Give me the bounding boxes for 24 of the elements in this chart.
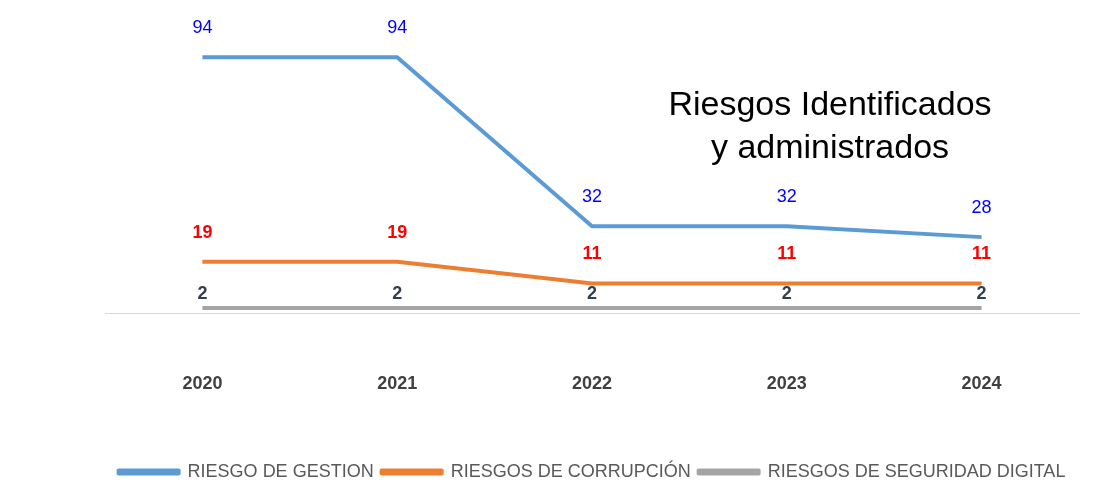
data-label: 2 xyxy=(781,282,792,303)
x-tick-label: 2020 xyxy=(182,373,223,394)
data-label: 32 xyxy=(581,186,603,207)
x-tick-label: 2021 xyxy=(377,373,418,394)
text: Riesgos Identificados y administrados xyxy=(668,84,992,165)
legend-label: RIESGOS DE CORRUPCIÓN xyxy=(450,459,691,481)
data-label: 11 xyxy=(777,243,797,264)
data-label: 19 xyxy=(387,221,408,242)
data-label: 94 xyxy=(387,17,408,38)
x-tick-label: 2023 xyxy=(766,373,807,394)
data-label: 28 xyxy=(971,197,992,218)
data-label: 19 xyxy=(192,221,213,242)
legend-label: RIESGO DE GESTION xyxy=(187,460,374,481)
data-label: 32 xyxy=(776,186,797,207)
legend-label: RIESGOS DE SEGURIDAD DIGITAL xyxy=(767,460,1066,481)
x-tick-label: 2022 xyxy=(571,373,613,394)
data-label: 2 xyxy=(976,282,987,303)
data-label: 94 xyxy=(192,17,213,38)
data-label: 2 xyxy=(392,282,403,303)
x-tick-label: 2024 xyxy=(961,373,1002,394)
data-label: 11 xyxy=(582,243,602,264)
data-label: 2 xyxy=(586,282,598,303)
data-label: 11 xyxy=(972,243,992,264)
data-label: 2 xyxy=(197,282,208,303)
